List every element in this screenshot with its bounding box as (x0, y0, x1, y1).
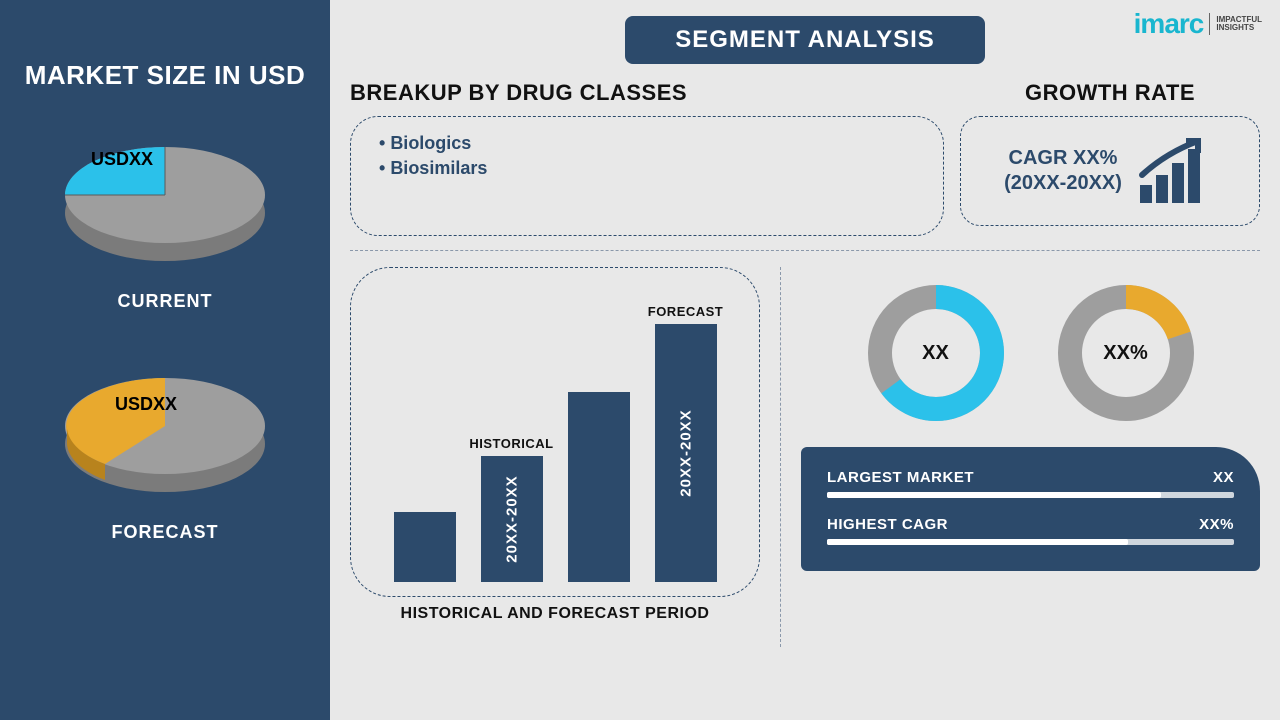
info-bar-fill (827, 492, 1161, 498)
breakup-item: Biosimilars (379, 156, 915, 181)
logo-mark: imarc (1134, 8, 1204, 40)
growth-box: CAGR XX% (20XX-20XX) (960, 116, 1260, 226)
historical-forecast-caption: HISTORICAL AND FORECAST PERIOD (350, 605, 760, 623)
bar-chart: HISTORICAL 20XX-20XX FORECAST 20XX-20XX (381, 302, 729, 582)
info-card: LARGEST MARKET XX HIGHEST CAGR XX% (801, 447, 1260, 571)
info-bar (827, 492, 1234, 498)
pie-forecast: USDXX (45, 352, 285, 512)
info-label: LARGEST MARKET (827, 469, 974, 486)
breakup-title: BREAKUP BY DRUG CLASSES (350, 80, 944, 106)
bar-3 (568, 392, 630, 582)
pie-current-label: CURRENT (118, 291, 213, 312)
historical-forecast-section: HISTORICAL 20XX-20XX FORECAST 20XX-20XX … (350, 267, 760, 647)
logo-tagline: IMPACTFUL INSIGHTS (1216, 16, 1262, 32)
breakup-item: Biologics (379, 131, 915, 156)
growth-text: CAGR XX% (20XX-20XX) (1004, 146, 1122, 196)
bar-4: FORECAST 20XX-20XX (655, 324, 717, 582)
metrics-section: XX XX% LARGEST MARKET XX (801, 267, 1260, 647)
pie-forecast-value: USDXX (115, 394, 177, 415)
info-row-highest-cagr: HIGHEST CAGR XX% (827, 516, 1234, 545)
growth-section: GROWTH RATE CAGR XX% (20XX-20XX) (960, 80, 1260, 226)
segment-analysis-banner: SEGMENT ANALYSIS (625, 16, 985, 64)
growth-title: GROWTH RATE (960, 80, 1260, 106)
info-label: HIGHEST CAGR (827, 516, 948, 533)
logo: imarc IMPACTFUL INSIGHTS (1134, 8, 1262, 40)
horizontal-divider (350, 250, 1260, 251)
right-panel: imarc IMPACTFUL INSIGHTS SEGMENT ANALYSI… (330, 0, 1280, 720)
pie-current-value: USDXX (91, 149, 153, 170)
growth-icon (1136, 135, 1216, 207)
pie-current: USDXX (45, 121, 285, 281)
historical-forecast-box: HISTORICAL 20XX-20XX FORECAST 20XX-20XX (350, 267, 760, 597)
breakup-section: BREAKUP BY DRUG CLASSES Biologics Biosim… (350, 80, 944, 236)
info-bar-fill (827, 539, 1128, 545)
left-panel: MARKET SIZE IN USD USDXX CURRENT USDXX F… (0, 0, 330, 720)
info-row-largest-market: LARGEST MARKET XX (827, 469, 1234, 498)
pie-forecast-label: FORECAST (112, 522, 219, 543)
donut-right: XX% (1056, 283, 1196, 423)
row-bottom: HISTORICAL 20XX-20XX FORECAST 20XX-20XX … (350, 267, 1260, 647)
vertical-divider (780, 267, 781, 647)
market-size-title: MARKET SIZE IN USD (25, 60, 306, 91)
info-value: XX% (1199, 516, 1234, 533)
bar-2: HISTORICAL 20XX-20XX (481, 456, 543, 582)
info-bar (827, 539, 1234, 545)
breakup-box: Biologics Biosimilars (350, 116, 944, 236)
donut-left-value: XX (866, 283, 1006, 423)
info-value: XX (1213, 469, 1234, 486)
logo-divider (1209, 13, 1210, 35)
donut-left: XX (866, 283, 1006, 423)
breakup-list: Biologics Biosimilars (379, 131, 915, 181)
bar-1 (394, 512, 456, 582)
donut-right-value: XX% (1056, 283, 1196, 423)
row-top: BREAKUP BY DRUG CLASSES Biologics Biosim… (350, 80, 1260, 236)
donut-row: XX XX% (801, 283, 1260, 423)
